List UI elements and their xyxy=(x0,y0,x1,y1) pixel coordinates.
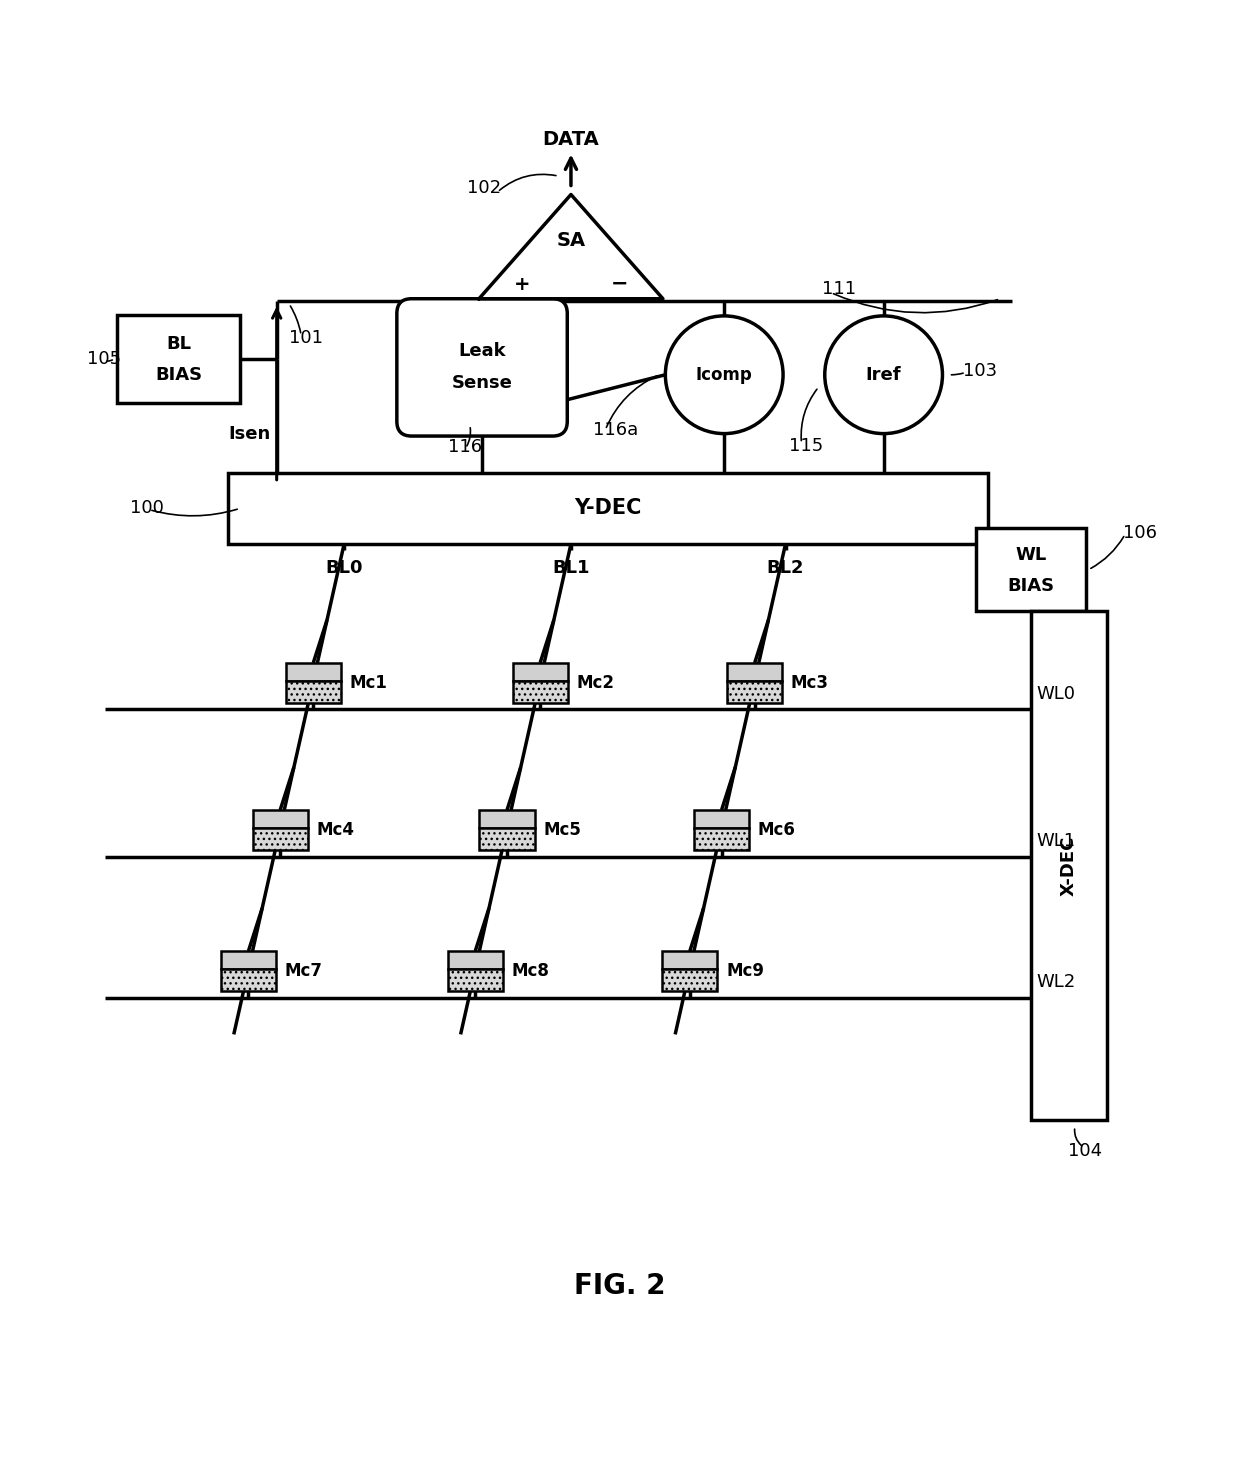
Bar xyxy=(448,969,503,991)
Text: BL0: BL0 xyxy=(325,559,363,577)
Bar xyxy=(727,681,782,703)
Text: DATA: DATA xyxy=(543,129,599,148)
Text: Mc8: Mc8 xyxy=(511,962,549,981)
Text: Mc3: Mc3 xyxy=(791,674,828,691)
Text: 116: 116 xyxy=(449,437,482,457)
Text: Mc1: Mc1 xyxy=(350,674,387,691)
Text: Sense: Sense xyxy=(451,374,512,392)
Text: WL1: WL1 xyxy=(1037,832,1076,850)
Text: Mc5: Mc5 xyxy=(543,821,582,840)
Text: Leak: Leak xyxy=(459,342,506,361)
Text: 105: 105 xyxy=(87,349,120,368)
FancyBboxPatch shape xyxy=(1030,611,1107,1120)
Bar xyxy=(253,828,308,850)
Polygon shape xyxy=(479,195,663,298)
Text: Mc2: Mc2 xyxy=(577,674,614,691)
Bar xyxy=(480,810,534,828)
Bar xyxy=(448,951,503,969)
Bar xyxy=(512,664,568,681)
Text: 103: 103 xyxy=(963,363,997,380)
Text: Icomp: Icomp xyxy=(696,366,753,383)
Text: Mc6: Mc6 xyxy=(758,821,796,840)
Text: 100: 100 xyxy=(129,499,164,517)
Text: WL0: WL0 xyxy=(1037,686,1076,703)
Text: BL: BL xyxy=(166,335,191,354)
Bar xyxy=(285,681,341,703)
Text: FIG. 2: FIG. 2 xyxy=(574,1271,666,1299)
Text: 101: 101 xyxy=(289,329,322,346)
Text: Mc9: Mc9 xyxy=(725,962,764,981)
Bar xyxy=(221,951,277,969)
Text: BL1: BL1 xyxy=(552,559,590,577)
Text: Y-DEC: Y-DEC xyxy=(574,499,641,518)
Bar xyxy=(662,969,718,991)
Text: 104: 104 xyxy=(1068,1142,1101,1160)
Bar xyxy=(694,810,749,828)
Text: −: − xyxy=(611,275,629,294)
Circle shape xyxy=(666,316,784,433)
FancyBboxPatch shape xyxy=(397,298,567,436)
Text: WL2: WL2 xyxy=(1037,973,1076,991)
FancyBboxPatch shape xyxy=(118,314,239,402)
Bar xyxy=(285,664,341,681)
FancyBboxPatch shape xyxy=(228,473,988,545)
Text: X-DEC: X-DEC xyxy=(1060,835,1078,895)
Bar xyxy=(221,969,277,991)
Bar xyxy=(253,810,308,828)
Text: 106: 106 xyxy=(1122,524,1157,542)
Bar xyxy=(694,828,749,850)
Bar xyxy=(662,951,718,969)
Text: BIAS: BIAS xyxy=(155,366,202,383)
FancyBboxPatch shape xyxy=(976,528,1086,611)
Text: 116a: 116a xyxy=(593,421,639,439)
Bar xyxy=(512,681,568,703)
Text: Iref: Iref xyxy=(866,366,901,383)
Text: 115: 115 xyxy=(789,437,823,455)
Text: WL: WL xyxy=(1016,546,1047,564)
Bar xyxy=(727,664,782,681)
Text: 111: 111 xyxy=(822,280,857,298)
Text: +: + xyxy=(513,275,531,294)
Circle shape xyxy=(825,316,942,433)
Text: BL2: BL2 xyxy=(766,559,805,577)
Bar xyxy=(480,828,534,850)
Text: BIAS: BIAS xyxy=(1007,577,1054,595)
Text: Mc7: Mc7 xyxy=(285,962,322,981)
Text: 102: 102 xyxy=(466,179,501,197)
Text: Mc4: Mc4 xyxy=(316,821,355,840)
Text: SA: SA xyxy=(557,230,585,250)
Text: Isen: Isen xyxy=(228,424,270,443)
